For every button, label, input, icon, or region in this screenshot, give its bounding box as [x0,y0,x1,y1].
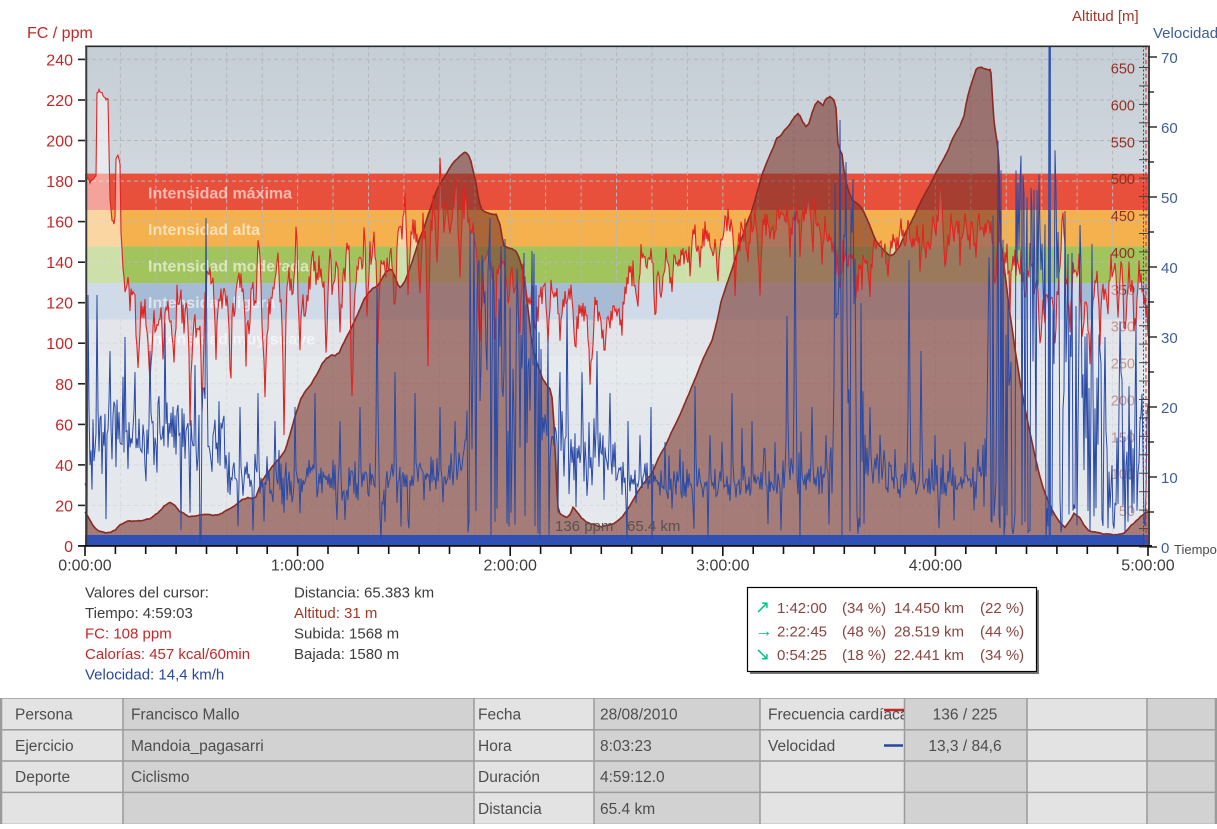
svg-text:(48 %): (48 %) [842,624,886,641]
svg-text:0: 0 [1161,540,1169,557]
svg-text:Distancia: Distancia [478,801,542,818]
svg-text:FC / ppm: FC / ppm [27,25,93,42]
svg-text:1:00:00: 1:00:00 [271,558,324,575]
svg-text:4:00:00: 4:00:00 [909,558,962,575]
svg-text:50: 50 [1161,190,1178,207]
svg-text:Altitud [m]: Altitud [m] [1072,8,1139,25]
svg-text:50: 50 [1119,504,1135,520]
svg-text:Fecha: Fecha [478,706,521,723]
svg-text:0: 0 [64,539,73,556]
svg-text:40: 40 [55,458,73,475]
svg-text:Bajada: 1580 m: Bajada: 1580 m [294,646,399,663]
svg-text:↗: ↗ [755,597,770,617]
svg-text:Ciclismo: Ciclismo [131,769,190,786]
svg-text:300: 300 [1111,320,1135,336]
svg-text:Velocidad: Velocidad [768,738,835,755]
svg-text:2:22:45: 2:22:45 [777,624,827,641]
svg-text:600: 600 [1111,98,1135,114]
svg-text:136 / 225: 136 / 225 [933,706,998,723]
svg-text:(18 %): (18 %) [842,647,886,664]
svg-text:20: 20 [1161,400,1178,417]
svg-text:650: 650 [1111,62,1135,78]
svg-text:Deporte: Deporte [15,769,70,786]
svg-text:Intensidad máxima: Intensidad máxima [148,186,292,203]
svg-text:Intensidad alta: Intensidad alta [148,222,260,239]
svg-text:0:00:00: 0:00:00 [58,558,111,575]
svg-text:180: 180 [46,174,73,191]
svg-text:Subida: 1568 m: Subida: 1568 m [294,626,399,643]
svg-text:→: → [755,621,773,641]
svg-text:Valores del cursor:: Valores del cursor: [85,585,209,602]
svg-text:5:00:00: 5:00:00 [1121,558,1174,575]
svg-text:(34 %): (34 %) [980,647,1024,664]
svg-text:60: 60 [55,417,73,434]
svg-text:22.441 km: 22.441 km [894,647,964,664]
svg-text:140: 140 [46,255,73,272]
svg-text:30: 30 [1161,330,1178,347]
svg-text:Velocidad: 14,4 km/h: Velocidad: 14,4 km/h [85,667,224,684]
svg-text:0:54:25: 0:54:25 [777,647,827,664]
svg-text:Ejercicio: Ejercicio [15,738,74,755]
svg-text:(34 %): (34 %) [842,600,886,617]
svg-text:4:59:12.0: 4:59:12.0 [600,769,665,786]
svg-text:↘: ↘ [755,644,770,664]
svg-text:20: 20 [55,498,73,515]
svg-text:(44 %): (44 %) [980,624,1024,641]
svg-text:2:00:00: 2:00:00 [484,558,537,575]
svg-text:Calorías: 457 kcal/60min: Calorías: 457 kcal/60min [85,646,250,663]
svg-text:Velocidad: Velocidad [1153,25,1217,42]
svg-text:Tiempo: 4:59:03: Tiempo: 4:59:03 [85,605,193,622]
svg-text:28/08/2010: 28/08/2010 [600,706,678,723]
svg-text:60: 60 [1161,120,1178,137]
svg-text:Persona: Persona [15,706,73,723]
svg-text:28.519 km: 28.519 km [894,624,964,641]
svg-text:(22 %): (22 %) [980,600,1024,617]
svg-text:400: 400 [1111,246,1135,262]
svg-text:Hora: Hora [478,738,512,755]
svg-text:65.4 km: 65.4 km [627,518,680,535]
svg-text:Mandoia_pagasarri: Mandoia_pagasarri [131,738,264,755]
svg-text:13,3 / 84,6: 13,3 / 84,6 [928,738,1001,755]
svg-text:Frecuencia cardíaca: Frecuencia cardíaca [768,706,909,723]
svg-text:80: 80 [55,377,73,394]
svg-text:3:00:00: 3:00:00 [696,558,749,575]
svg-text:100: 100 [46,336,73,353]
svg-text:250: 250 [1111,357,1135,373]
svg-text:160: 160 [46,215,73,232]
svg-text:220: 220 [46,93,73,110]
svg-text:40: 40 [1161,260,1178,277]
svg-text:Intensidad moderada: Intensidad moderada [148,259,309,276]
svg-text:8:03:23: 8:03:23 [600,738,652,755]
svg-text:550: 550 [1111,135,1135,151]
svg-text:136 ppm: 136 ppm [555,518,613,535]
svg-text:70: 70 [1161,50,1178,67]
svg-text:14.450 km: 14.450 km [894,600,964,617]
svg-text:Distancia: 65.383 km: Distancia: 65.383 km [294,585,434,602]
svg-text:10: 10 [1161,470,1178,487]
svg-text:65.4 km: 65.4 km [600,801,655,818]
svg-text:450: 450 [1111,209,1135,225]
svg-text:FC: 108 ppm: FC: 108 ppm [85,626,172,643]
svg-text:Altitud: 31 m: Altitud: 31 m [294,605,377,622]
svg-text:200: 200 [46,134,73,151]
svg-text:500: 500 [1111,172,1135,188]
svg-text:Francisco Mallo: Francisco Mallo [131,706,240,723]
svg-text:1:42:00: 1:42:00 [777,600,827,617]
svg-text:Tiempo: Tiempo [1174,542,1217,557]
svg-text:120: 120 [46,296,73,313]
svg-text:Duración: Duración [478,769,540,786]
svg-text:240: 240 [46,52,73,69]
